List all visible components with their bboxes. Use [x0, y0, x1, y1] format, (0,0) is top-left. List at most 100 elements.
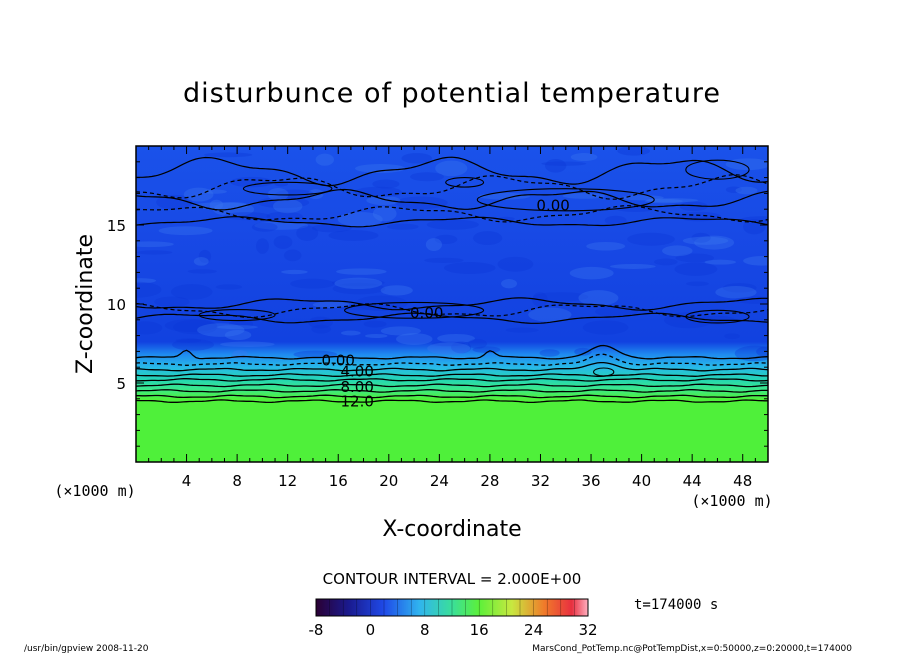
footer-left: /usr/bin/gpview 2008-11-20	[24, 644, 149, 654]
texture-blob	[171, 284, 213, 300]
colorbar-ticks: -8 0 8 16 24 32	[309, 621, 598, 639]
texture-blob	[307, 316, 334, 329]
texture-blob	[427, 342, 471, 355]
texture-blob	[172, 338, 214, 351]
texture-blob	[365, 333, 388, 339]
texture-blob	[725, 186, 742, 193]
texture-blob	[275, 189, 315, 199]
texture-blob	[570, 153, 598, 162]
texture-blob	[578, 290, 619, 306]
contour-line-lower-0	[136, 344, 768, 360]
texture-blob	[756, 346, 768, 358]
texture-blob	[136, 281, 162, 298]
texture-blob	[735, 186, 758, 195]
texture-blob	[679, 201, 708, 212]
texture-blob	[187, 269, 217, 274]
texture-blob	[315, 153, 334, 166]
x-tick-label-1: 8	[232, 472, 242, 490]
texture-blob	[257, 196, 310, 209]
texture-blob	[505, 327, 539, 333]
contour-cell-6	[685, 309, 750, 324]
texture-blob	[497, 256, 534, 272]
contour-line-lower-4	[136, 377, 768, 382]
contour-cell-2	[476, 188, 655, 212]
texture-blob	[425, 238, 443, 251]
contour-cell-7	[593, 367, 615, 377]
texture-blob	[434, 234, 458, 245]
x-tick-label-5: 24	[430, 472, 449, 490]
texture-blob	[654, 258, 678, 266]
texture-blob	[156, 194, 193, 210]
texture-blob	[451, 341, 472, 354]
contour-label-3: 4.00	[340, 362, 373, 380]
texture-blob	[355, 163, 406, 173]
texture-blob	[532, 292, 589, 302]
colorbar-tick-label-5: 32	[578, 621, 597, 639]
texture-blob	[340, 330, 361, 336]
texture-blob	[203, 152, 253, 158]
texture-blob	[296, 225, 319, 241]
texture-blob	[136, 250, 173, 255]
x-tick-label-11: 48	[733, 472, 752, 490]
texture-blob	[256, 238, 269, 254]
texture-blob	[254, 221, 309, 230]
texture-blob	[664, 312, 714, 329]
texture-blob	[724, 333, 740, 340]
texture-blob	[646, 198, 699, 203]
texture-blob	[617, 146, 650, 156]
texture-blob	[722, 283, 757, 293]
x-tick-label-3: 16	[329, 472, 348, 490]
contour-cell-3	[685, 159, 750, 180]
texture-blob	[410, 172, 444, 182]
colorbar-steps	[329, 599, 575, 616]
x-tick-label-6: 28	[480, 472, 499, 490]
colorbar: -8 0 8 16 24 32	[309, 598, 598, 639]
texture-blob	[468, 338, 487, 349]
texture-blob	[627, 232, 675, 246]
texture-blob	[164, 318, 218, 333]
texture-blob	[435, 160, 468, 177]
texture-blob	[444, 262, 496, 274]
contour-line-lower-1	[136, 353, 768, 366]
colorbar-tick-label-4: 24	[524, 621, 543, 639]
x-tick-label-2: 12	[278, 472, 297, 490]
texture-blob	[331, 279, 385, 287]
texture-blob	[539, 349, 560, 357]
texture-blob	[216, 325, 258, 330]
texture-blob	[569, 266, 614, 280]
time-label: t=174000 s	[634, 597, 718, 613]
contour-line-lower-7	[136, 394, 768, 399]
contour-label-0: 0.00	[536, 196, 569, 214]
texture-blob	[220, 341, 275, 347]
texture-blob	[198, 249, 212, 263]
texture-blob	[281, 269, 308, 275]
texture-blob	[193, 257, 209, 266]
texture-blob	[334, 277, 383, 290]
x-tick-label-8: 36	[581, 472, 600, 490]
texture-blob	[401, 152, 432, 164]
y-axis: 5 10 15	[107, 161, 768, 447]
texture-blob	[366, 195, 401, 206]
colorbar-frame	[315, 598, 589, 617]
x-tick-label-9: 40	[632, 472, 651, 490]
texture-blob	[273, 235, 293, 249]
texture-blob	[528, 307, 572, 322]
texture-blob	[223, 212, 271, 221]
footer-right: MarsCond_PotTemp.nc@PotTempDist,x=0:5000…	[532, 644, 852, 654]
texture-blob	[311, 324, 332, 334]
texture-blob	[682, 236, 729, 245]
texture-blob	[694, 235, 735, 250]
colorbar-tick-label-2: 8	[420, 621, 430, 639]
texture-blob	[675, 253, 715, 263]
texture-blob	[396, 333, 433, 345]
y-tick-label-0: 5	[116, 375, 126, 393]
texture-blob	[437, 333, 476, 343]
texture-blob	[266, 211, 303, 222]
y-tick-label-2: 15	[107, 217, 126, 235]
texture-blob	[544, 158, 567, 173]
texture-blob	[621, 195, 664, 201]
texture-blob	[610, 263, 656, 269]
x-tick-label-7: 32	[531, 472, 550, 490]
